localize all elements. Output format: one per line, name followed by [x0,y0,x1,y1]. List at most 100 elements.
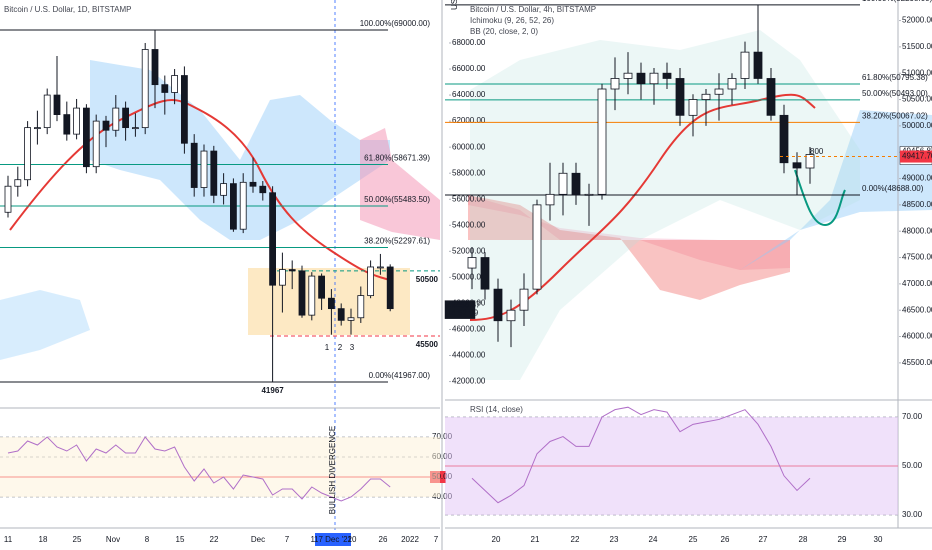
y-tick-label: 52000.00 [452,246,486,255]
fib-label: 50.00%(50493.00) [862,89,928,98]
y-tick-label: 56000.00 [452,194,486,203]
candle-body [675,78,685,116]
y-tick-label: 58000.00 [452,168,486,177]
candle-body [102,120,110,131]
candle-body [180,75,188,144]
x-tick-label: 30 [874,535,883,544]
fib-label: 38.20%(52297.61) [364,237,430,246]
x-tick-label: 11 [4,535,13,544]
candle-body [662,72,672,79]
candle-body [210,150,218,196]
y-tick-label: 68000.00 [452,38,486,47]
candle-body [480,257,490,290]
candle-body [779,114,789,164]
x-tick-label: Nov [106,535,120,544]
candle-body [327,297,335,310]
level-tag [900,150,932,163]
rsi-tick-label: 70.00 [902,412,923,421]
candle-body [376,266,384,269]
level-tag-label: 49417.70 [902,152,932,161]
cloud [468,195,790,270]
candle-body [636,72,646,85]
cloud [0,290,90,360]
x-tick-label: 17 Dec '21 [314,535,353,544]
y-tick-label: 60000.00 [452,142,486,151]
candle-body [63,114,71,135]
candle-body [318,275,326,299]
candle-body [229,183,237,230]
candle-body [278,269,286,286]
candle-body [688,99,698,116]
candle-body [610,78,620,90]
y-tick-label: 50500.00 [902,95,932,104]
candle-body [386,266,394,310]
candle-body [112,107,120,131]
chart-title: Bitcoin / U.S. Dollar, 4h, BITSTAMP [470,5,596,14]
cloud [360,128,440,240]
candle-body [298,270,306,316]
candle-body [357,295,365,319]
rsi-tick-label: 40.00 [432,492,453,501]
candle-body [141,49,149,129]
candle-body [571,172,581,195]
candle-body [151,49,159,86]
x-tick-label: 18 [39,535,48,544]
candle-body [545,193,555,206]
candle-body [190,142,198,188]
candle-body [584,193,594,196]
candle-body [467,257,477,269]
y-tick-label: 51500.00 [902,42,932,51]
x-tick-label: 20 [492,535,501,544]
candle-body [714,88,724,95]
candle-body [161,84,169,93]
fib-label: 100.00%(52298.00) [862,0,932,3]
y-tick-label: 42000.00 [452,377,486,386]
candle-body [34,127,41,130]
price-tag-value: 49456.87 [447,301,481,310]
y-tick-label: 52000.00 [902,16,932,25]
candle-body [532,204,542,290]
candle-body [649,72,659,85]
x-tick-label: 26 [721,535,730,544]
level-label: 50500 [416,275,439,284]
fib-label: 100.00%(69000.00) [360,19,431,28]
low-label: 41967 [261,386,284,395]
price-tag [444,300,476,319]
candle-body [558,172,568,195]
y-tick-label: 46000.00 [452,325,486,334]
chart-title: Bitcoin / U.S. Dollar, 1D, BITSTAMP [4,5,131,14]
x-tick-label: 22 [571,535,580,544]
candle-body [766,78,776,116]
candle-body [131,127,139,130]
candle-body [122,107,129,129]
x-tick-label: 26 [379,535,388,544]
candle-body [14,179,22,187]
x-tick-label: 7 [434,535,439,544]
candle-body [792,162,802,169]
candle-body [805,154,815,169]
x-tick-label: 8 [145,535,150,544]
candle-body [347,317,355,321]
candle-body [239,181,247,230]
level-label: 45500 [416,340,439,349]
y-tick-label: 46500.00 [902,305,932,314]
candle-body [701,93,711,100]
wave-label: 3 [350,343,355,352]
y-tick-label: 51000.00 [902,68,932,77]
candle-body [623,72,633,79]
candle-body [73,107,80,135]
annotation: 800 [810,147,824,156]
candle-body [24,127,32,181]
x-tick-label: Dec [251,535,265,544]
candle-body [43,94,51,129]
price-tag-time: 14:52:09 [447,309,479,318]
indicator-label: BB (20, close, 2, 0) [470,27,538,36]
x-tick-label: 22 [210,535,219,544]
candle-body [367,266,375,297]
x-tick-label: 20 [348,535,357,544]
y-tick-label: 48000.00 [902,226,932,235]
y-tick-label: 47000.00 [902,279,932,288]
x-tick-label: 28 [799,535,808,544]
x-label-highlight [315,533,351,546]
candle-body [727,78,737,90]
